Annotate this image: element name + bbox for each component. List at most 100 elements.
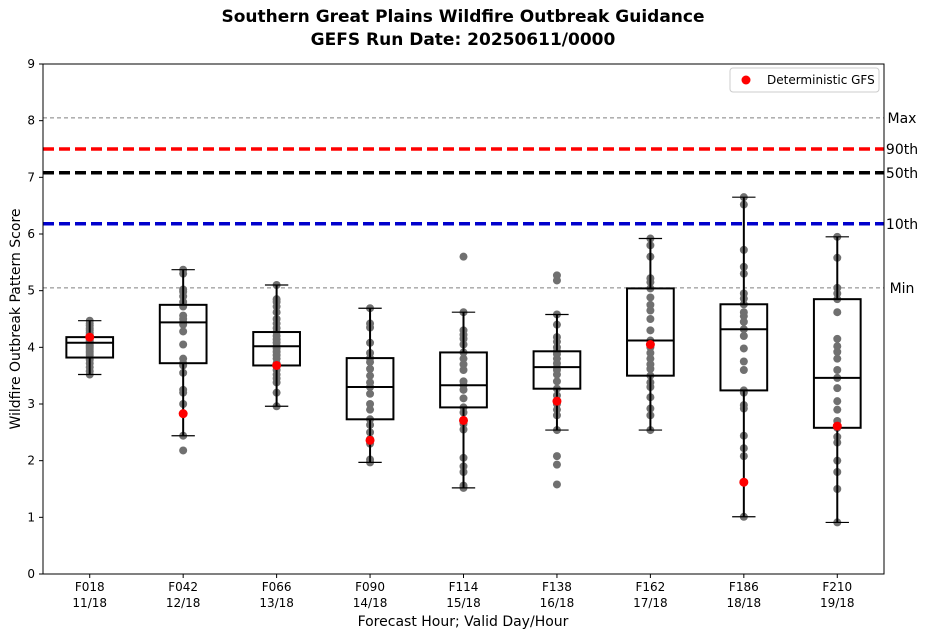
ref-label-max: Max xyxy=(888,111,917,127)
member-point xyxy=(366,389,375,398)
member-point xyxy=(366,364,375,373)
x-tick-label-hour: F018 xyxy=(75,580,105,594)
member-point xyxy=(833,366,842,374)
box-f186 xyxy=(719,196,769,518)
member-point xyxy=(833,334,842,343)
member-point xyxy=(459,360,468,369)
x-tick-label-hour: F186 xyxy=(729,580,759,594)
box-f066 xyxy=(252,284,301,407)
ref-label-50th: 50th xyxy=(886,166,918,182)
member-point xyxy=(459,377,468,386)
deterministic-point xyxy=(459,415,468,425)
y-axis: 0 1 2 3 4 5 6 7 8 9 xyxy=(27,57,43,581)
deterministic-point xyxy=(272,360,282,370)
member-point xyxy=(459,252,468,261)
ref-label-min: Min xyxy=(890,281,915,297)
member-point xyxy=(646,300,655,309)
member-point xyxy=(833,308,842,317)
member-point xyxy=(552,460,561,469)
member-point xyxy=(179,446,188,455)
member-point xyxy=(366,378,375,387)
y-tick-label: 6 xyxy=(27,227,35,241)
box-iqr xyxy=(345,357,395,421)
box-iqr xyxy=(626,287,675,377)
member-point xyxy=(179,311,188,320)
x-tick-label-valid: 15/18 xyxy=(446,596,481,610)
member-point xyxy=(552,377,561,386)
ref-label-10th: 10th xyxy=(886,217,918,233)
chart-subtitle: GEFS Run Date: 20250611/0000 xyxy=(311,30,616,50)
legend: Deterministic GFS xyxy=(729,67,880,93)
member-point xyxy=(179,354,188,363)
x-tick-label-valid: 18/18 xyxy=(727,596,762,610)
x-tick-label-valid: 16/18 xyxy=(540,596,575,610)
box-plots xyxy=(65,196,862,524)
member-point xyxy=(646,315,655,323)
member-point xyxy=(459,354,468,363)
legend-deterministic-marker xyxy=(741,75,751,85)
y-tick-label: 8 xyxy=(27,114,35,128)
deterministic-point xyxy=(832,421,842,431)
y-tick-label: 9 xyxy=(27,57,35,71)
member-point xyxy=(552,271,561,280)
member-point xyxy=(552,480,561,489)
member-point xyxy=(646,326,655,335)
box-f042 xyxy=(158,269,208,437)
x-tick-label-hour: F042 xyxy=(168,580,198,594)
member-point xyxy=(739,317,748,326)
x-axis-label: Forecast Hour; Valid Day/Hour xyxy=(358,614,569,630)
box-iqr xyxy=(532,350,582,390)
member-point xyxy=(179,327,188,336)
x-tick-label-valid: 19/18 xyxy=(820,596,855,610)
y-tick-label: 7 xyxy=(27,170,35,184)
member-point xyxy=(646,293,655,302)
member-point xyxy=(179,340,188,349)
deterministic-point xyxy=(552,396,562,406)
y-tick-label: 2 xyxy=(27,454,35,468)
x-tick-label-hour: F138 xyxy=(542,580,572,594)
deterministic-point xyxy=(645,340,655,349)
member-point xyxy=(366,400,375,408)
x-tick-label-valid: 17/18 xyxy=(633,596,668,610)
reference-lines: Max 90th 50th 10th Min xyxy=(43,111,918,297)
member-point xyxy=(366,371,375,380)
member-point xyxy=(833,342,842,351)
member-point xyxy=(833,354,842,363)
deterministic-points xyxy=(85,332,842,487)
member-point xyxy=(739,332,748,340)
ref-label-90th: 90th xyxy=(886,142,918,158)
x-tick-label-hour: F114 xyxy=(449,580,479,594)
y-tick-label: 3 xyxy=(27,397,35,411)
member-point xyxy=(459,394,468,403)
x-tick-label-valid: 13/18 xyxy=(259,596,294,610)
x-tick-label-hour: F210 xyxy=(822,580,852,594)
deterministic-point xyxy=(365,435,375,445)
member-point xyxy=(833,397,842,406)
member-point xyxy=(739,308,748,317)
box-iqr xyxy=(719,303,769,392)
member-point xyxy=(739,344,748,353)
member-point xyxy=(552,452,561,461)
x-tick-label-valid: 12/18 xyxy=(166,596,201,610)
x-tick-label-hour: F162 xyxy=(635,580,665,594)
deterministic-point xyxy=(85,332,95,342)
legend-deterministic-label: Deterministic GFS xyxy=(767,73,875,87)
x-tick-label-hour: F090 xyxy=(355,580,385,594)
x-axis: F018 11/18 F042 12/18 F066 13/18 F090 14/18 F114… xyxy=(72,574,855,610)
member-point xyxy=(833,405,842,414)
member-point xyxy=(833,384,842,393)
legend-box xyxy=(729,67,880,93)
member-point xyxy=(646,360,655,369)
member-point xyxy=(739,366,748,374)
member-point xyxy=(459,366,468,374)
deterministic-point xyxy=(739,477,749,487)
member-point xyxy=(646,306,655,315)
y-tick-label: 0 xyxy=(27,567,35,581)
x-tick-label-valid: 14/18 xyxy=(353,596,388,610)
y-tick-label: 1 xyxy=(27,510,35,524)
box-f090 xyxy=(345,307,395,463)
box-iqr xyxy=(439,351,488,409)
member-point xyxy=(646,349,655,357)
member-point xyxy=(646,354,655,363)
